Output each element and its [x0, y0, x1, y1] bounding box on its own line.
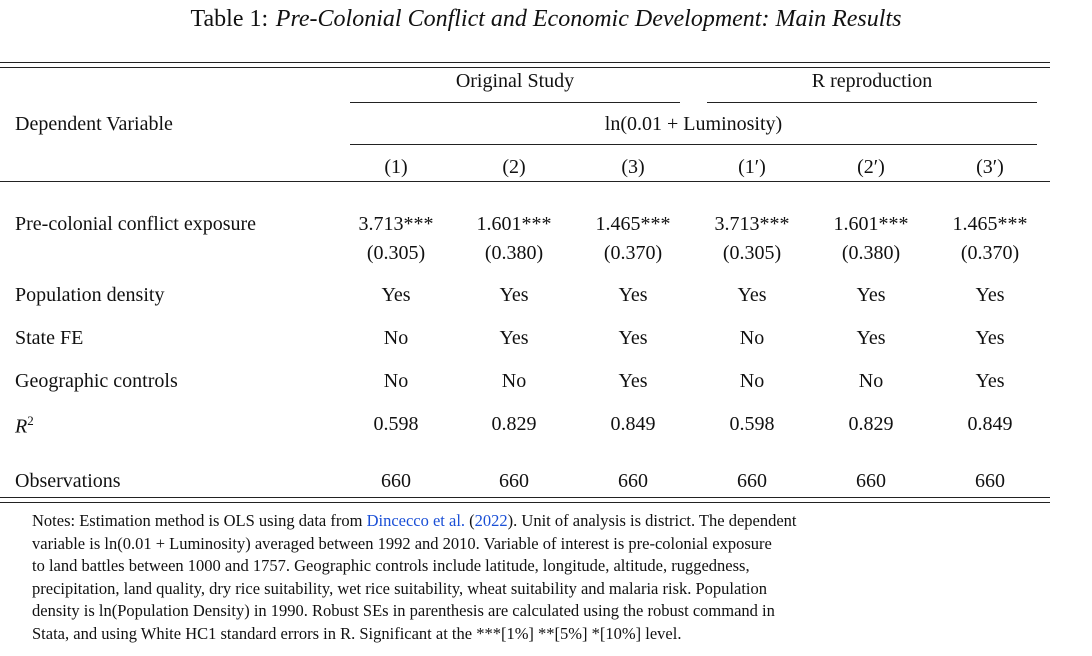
- notes-line: variable is ln(0.01 + Luminosity) averag…: [32, 533, 772, 553]
- table-cell: Yes: [499, 284, 529, 306]
- row-label-r-squared: R2: [15, 413, 34, 439]
- table-cell: No: [383, 370, 409, 392]
- column-header: (3): [621, 156, 645, 178]
- row-label: Pre-colonial conflict exposure: [15, 213, 257, 235]
- column-header: (2): [502, 156, 526, 178]
- table-cell: No: [858, 370, 884, 392]
- table-cell: Yes: [381, 284, 411, 306]
- notes-line: density is ln(Population Density) in 199…: [32, 601, 775, 621]
- top-rule-2: [0, 67, 1050, 68]
- bottom-rule: [0, 497, 1050, 498]
- dep-var-label: Dependent Variable: [15, 113, 173, 135]
- group-header-original: Original Study: [455, 70, 575, 92]
- coefficient: 3.713***: [358, 213, 434, 235]
- bottom-rule-2: [0, 502, 1050, 503]
- header-bottom-rule: [0, 181, 1050, 182]
- table-cell: Yes: [618, 370, 648, 392]
- table-cell: 660: [381, 470, 411, 492]
- r-superscript: 2: [27, 413, 34, 428]
- table-cell: No: [501, 370, 527, 392]
- table-cell: Yes: [856, 284, 886, 306]
- table-cell: 0.849: [610, 413, 656, 435]
- coefficient: 1.601***: [476, 213, 552, 235]
- r-symbol: R: [15, 415, 28, 438]
- top-rule: [0, 62, 1050, 63]
- citation-author-link[interactable]: Dincecco et al.: [366, 511, 466, 530]
- table-notes: Notes: Estimation method is OLS using da…: [32, 510, 1090, 646]
- table-cell: Yes: [975, 284, 1005, 306]
- table-cell: 0.849: [967, 413, 1013, 435]
- table-cell: 0.598: [373, 413, 419, 435]
- table-cell: Yes: [618, 284, 648, 306]
- citation-year-link[interactable]: 2022: [474, 511, 508, 530]
- table-number: Table 1:: [190, 6, 269, 32]
- coefficient: 1.465***: [952, 213, 1028, 235]
- table-cell: 660: [856, 470, 886, 492]
- coefficient: 1.465***: [595, 213, 671, 235]
- row-label: Observations: [15, 470, 121, 492]
- notes-text: Notes: Estimation method is OLS using da…: [32, 511, 367, 530]
- row-label: State FE: [15, 327, 84, 349]
- column-header: (1′): [738, 156, 766, 178]
- column-header: (2′): [857, 156, 885, 178]
- table-cell: No: [739, 370, 765, 392]
- standard-error: (0.305): [366, 242, 426, 264]
- notes-text: (: [465, 511, 475, 530]
- table-cell: Yes: [975, 327, 1005, 349]
- table-cell: 660: [737, 470, 767, 492]
- table-cell: No: [739, 327, 765, 349]
- column-header: (3′): [976, 156, 1004, 178]
- group-header-reproduction: R reproduction: [811, 70, 933, 92]
- table-cell: Yes: [856, 327, 886, 349]
- group-rule-original: [350, 102, 680, 103]
- standard-error: (0.370): [960, 242, 1020, 264]
- column-header: (1): [384, 156, 408, 178]
- coefficient: 1.601***: [833, 213, 909, 235]
- notes-line: to land battles between 1000 and 1757. G…: [32, 556, 750, 576]
- notes-line: Stata, and using White HC1 standard erro…: [32, 623, 682, 643]
- notes-text: ). Unit of analysis is district. The dep…: [507, 511, 797, 530]
- table-cell: Yes: [737, 284, 767, 306]
- table-cell: Yes: [499, 327, 529, 349]
- notes-line: precipitation, land quality, dry rice su…: [32, 578, 767, 598]
- table-title: Table 1: Pre-Colonial Conflict and Econo…: [0, 4, 1092, 33]
- table-cell: 660: [975, 470, 1005, 492]
- row-label: Geographic controls: [15, 370, 178, 392]
- row-label: Population density: [15, 284, 165, 306]
- standard-error: (0.305): [722, 242, 782, 264]
- table-cell: No: [383, 327, 409, 349]
- dep-var-rule: [350, 144, 1037, 145]
- table-cell: Yes: [618, 327, 648, 349]
- notes-line: Notes: Estimation method is OLS using da…: [32, 510, 1090, 533]
- table-cell: Yes: [975, 370, 1005, 392]
- table-cell: 660: [618, 470, 648, 492]
- table-cell: 0.598: [729, 413, 775, 435]
- table-cell: 0.829: [848, 413, 894, 435]
- table-caption: Pre-Colonial Conflict and Economic Devel…: [275, 6, 902, 32]
- standard-error: (0.370): [603, 242, 663, 264]
- standard-error: (0.380): [841, 242, 901, 264]
- table-cell: 660: [499, 470, 529, 492]
- table-cell: 0.829: [491, 413, 537, 435]
- standard-error: (0.380): [484, 242, 544, 264]
- group-rule-reproduction: [707, 102, 1037, 103]
- dep-var-name: ln(0.01 + Luminosity): [604, 113, 783, 135]
- coefficient: 3.713***: [714, 213, 790, 235]
